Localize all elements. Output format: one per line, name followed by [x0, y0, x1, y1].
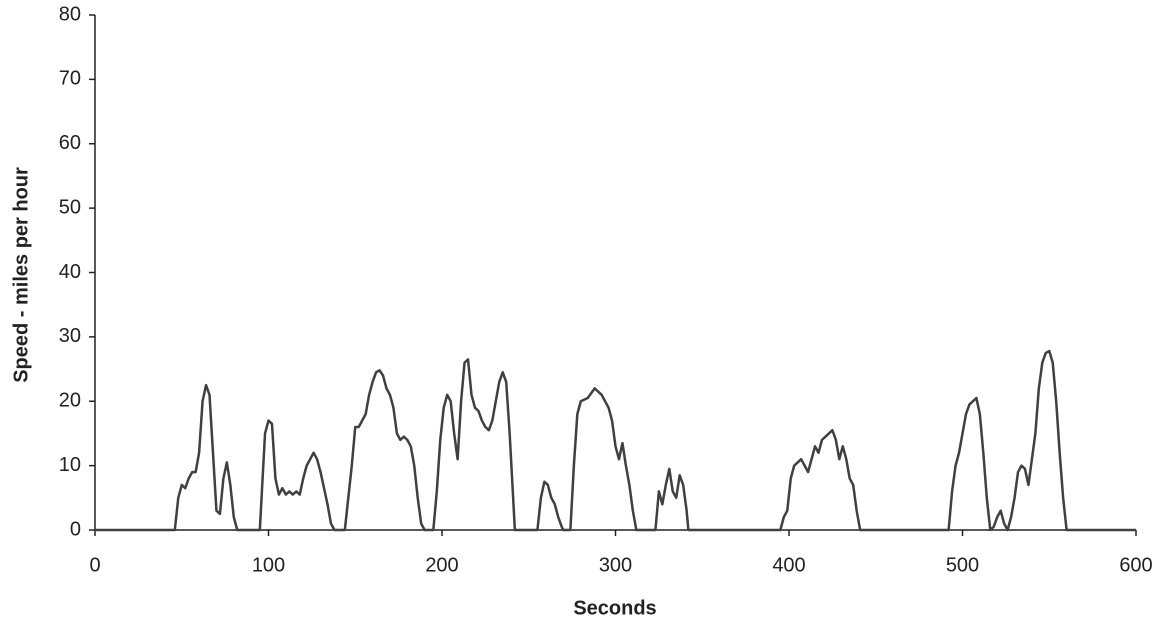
x-tick-label: 300: [599, 554, 632, 576]
y-tick-label: 60: [59, 132, 81, 154]
y-tick-label: 70: [59, 68, 81, 90]
y-tick-label: 80: [59, 3, 81, 25]
x-tick-label: 600: [1119, 554, 1152, 576]
y-tick-label: 40: [59, 261, 81, 283]
y-axis-label: Speed - miles per hour: [10, 167, 32, 383]
x-tick-label: 500: [946, 554, 979, 576]
y-tick-label: 10: [59, 454, 81, 476]
y-tick-label: 0: [70, 518, 81, 540]
x-tick-label: 100: [252, 554, 285, 576]
x-tick-label: 0: [89, 554, 100, 576]
x-axis-label: Seconds: [573, 597, 656, 619]
x-tick-label: 400: [772, 554, 805, 576]
data-line: [95, 349, 1136, 532]
x-tick-label: 200: [425, 554, 458, 576]
y-tick-label: 50: [59, 196, 81, 218]
y-tick-label: 20: [59, 390, 81, 412]
y-tick-label: 30: [59, 325, 81, 347]
